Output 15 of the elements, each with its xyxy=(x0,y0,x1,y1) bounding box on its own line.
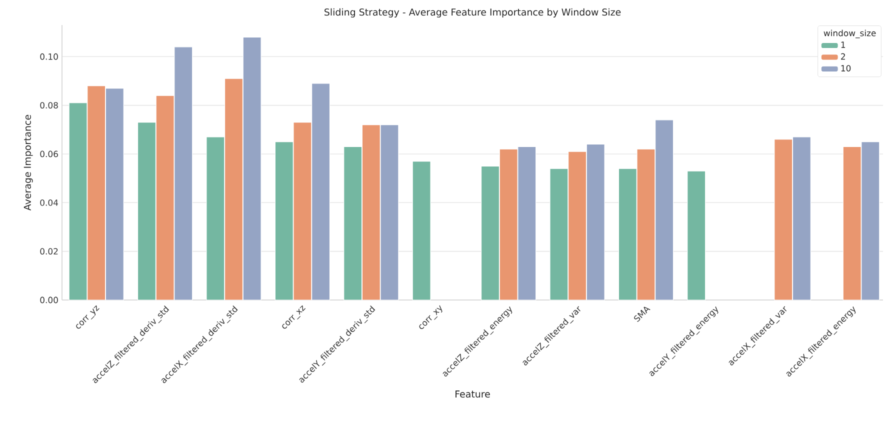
bar xyxy=(687,170,706,300)
y-axis-title: Average Importance xyxy=(24,114,33,210)
chart-title: Sliding Strategy - Average Feature Importance by Window Size xyxy=(324,8,621,18)
y-tick-label: 0.02 xyxy=(40,248,58,255)
legend-title: window_size xyxy=(824,30,876,38)
legend-label: 10 xyxy=(841,65,851,72)
y-tick-label: 0.08 xyxy=(40,102,58,109)
y-tick-label: 0.00 xyxy=(40,296,58,304)
legend-label: 2 xyxy=(841,53,845,60)
bar xyxy=(412,160,431,300)
y-tick-label: 0.10 xyxy=(40,53,58,60)
x-axis-title: Feature xyxy=(456,390,490,398)
y-tick-label: 0.04 xyxy=(40,199,58,206)
legend-label: 1 xyxy=(841,42,846,48)
y-tick-label: 0.06 xyxy=(40,150,58,158)
